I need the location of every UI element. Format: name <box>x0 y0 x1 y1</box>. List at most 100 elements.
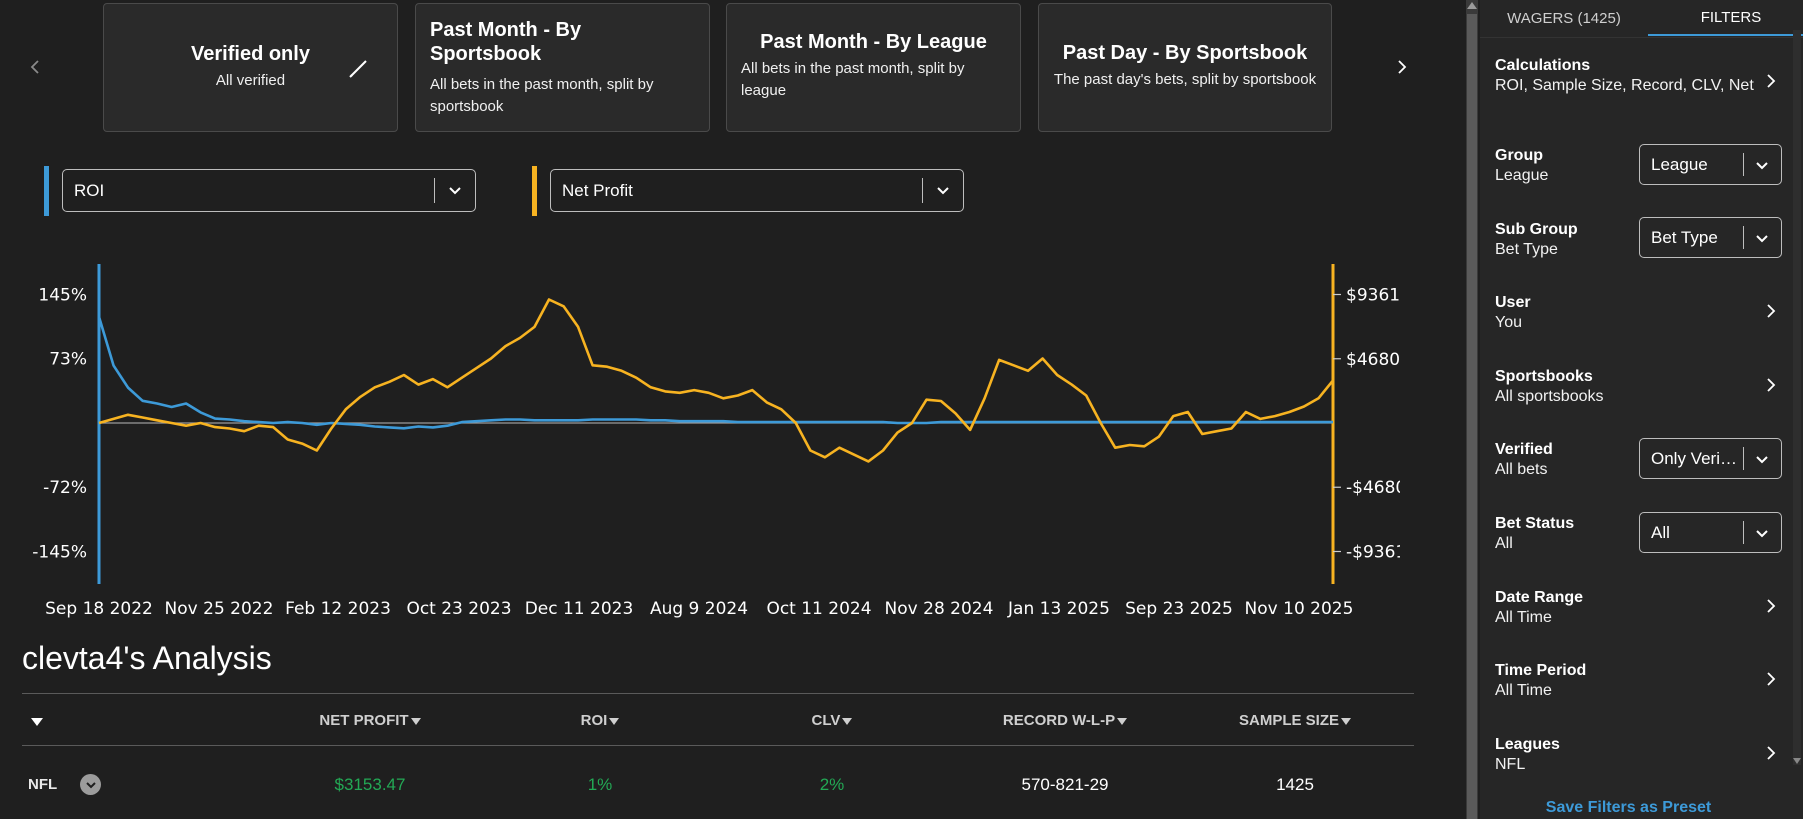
right-y-tick-label: $9361 <box>1346 286 1400 306</box>
column-header-record[interactable]: RECORD W-L-P <box>990 712 1140 729</box>
column-header-sample-size[interactable]: SAMPLE SIZE <box>1220 712 1370 729</box>
column-header-roi[interactable]: ROI <box>560 712 640 729</box>
preset-description: All verified <box>215 72 286 89</box>
filter-user[interactable]: User You <box>1495 293 1785 332</box>
preset-card-past-month-league[interactable]: Past Month - By League All bets in the p… <box>726 3 1021 132</box>
net-profit-series-indicator <box>532 166 537 216</box>
filter-value: NFL <box>1495 756 1526 773</box>
verified-select[interactable]: Only Verified <box>1639 438 1782 479</box>
expand-row-button[interactable] <box>80 774 101 795</box>
filter-date-range[interactable]: Date Range All Time <box>1495 588 1785 627</box>
left-metric-select[interactable]: ROI <box>62 169 476 212</box>
sort-caret-icon <box>410 717 421 725</box>
x-tick-label: Nov 28 2024 <box>885 599 994 619</box>
filter-value: All <box>1495 535 1513 552</box>
x-tick-label: Sep 18 2022 <box>45 599 153 619</box>
sort-caret-icon <box>842 717 853 725</box>
left-y-tick-label: -72% <box>43 478 87 498</box>
save-filters-preset-link[interactable]: Save Filters as Preset <box>1545 799 1712 816</box>
select-value: All <box>1651 522 1670 542</box>
x-tick-label: Nov 25 2022 <box>165 599 274 619</box>
x-tick-label: Dec 11 2023 <box>525 599 634 619</box>
scroll-up-icon[interactable] <box>1467 2 1477 9</box>
preset-description: The past day's bets, split by sportsbook <box>1053 71 1317 88</box>
preset-card-past-month-sportsbook[interactable]: Past Month - By Sportsbook All bets in t… <box>415 3 710 132</box>
chevron-down-icon <box>85 781 96 788</box>
select-divider <box>1743 153 1744 176</box>
filter-sub-group: Sub Group Bet Type <box>1495 220 1785 259</box>
select-divider <box>1743 447 1744 470</box>
group-select[interactable]: League <box>1639 144 1782 185</box>
filter-value: All sportsbooks <box>1495 388 1604 405</box>
cell-sample-size: 1425 <box>1276 775 1314 794</box>
roi-series-indicator <box>44 166 49 216</box>
filter-title: User <box>1495 294 1531 311</box>
select-value: Bet Type <box>1651 227 1718 247</box>
chevron-right-icon <box>1767 378 1776 392</box>
filter-value: ROI, Sample Size, Record, CLV, Net <box>1495 77 1754 94</box>
filter-value: Bet Type <box>1495 241 1558 258</box>
filter-title: Group <box>1495 147 1543 164</box>
main-scrollbar[interactable] <box>1466 0 1478 819</box>
chevron-right-icon <box>1767 746 1776 760</box>
row-sort-caret-icon[interactable] <box>31 718 43 726</box>
filter-value: You <box>1495 314 1522 331</box>
net-profit-series-line <box>98 298 1335 463</box>
select-divider <box>1743 226 1744 249</box>
tab-divider <box>1480 37 1803 38</box>
column-header-clv[interactable]: CLV <box>792 712 872 729</box>
filter-value: League <box>1495 167 1549 184</box>
left-y-tick-label: 145% <box>38 286 87 306</box>
tab-wagers[interactable]: WAGERS (1425) <box>1507 9 1621 27</box>
chevron-down-icon <box>1756 162 1768 170</box>
filter-leagues[interactable]: Leagues NFL <box>1495 735 1785 774</box>
chevron-down-icon <box>449 187 461 195</box>
filter-verified: Verified All bets <box>1495 440 1785 479</box>
preset-card-past-day-sportsbook[interactable]: Past Day - By Sportsbook The past day's … <box>1038 3 1332 132</box>
filter-title: Time Period <box>1495 662 1587 679</box>
filter-calculations[interactable]: Calculations ROI, Sample Size, Record, C… <box>1495 56 1785 95</box>
chevron-left-icon <box>30 60 39 74</box>
filter-value: All Time <box>1495 609 1552 626</box>
scroll-down-icon[interactable] <box>1793 758 1801 764</box>
preset-card-verified-only[interactable]: Verified only All verified <box>103 3 398 132</box>
left-y-tick-label: -145% <box>32 543 87 563</box>
cell-clv: 2% <box>819 775 845 794</box>
x-tick-label: Feb 12 2023 <box>285 599 391 619</box>
select-value: League <box>1651 154 1708 174</box>
right-metric-label: Net Profit <box>562 180 633 200</box>
sort-caret-icon <box>1117 717 1128 725</box>
filter-sportsbooks[interactable]: Sportsbooks All sportsbooks <box>1495 367 1785 406</box>
sub-group-select[interactable]: Bet Type <box>1639 217 1782 258</box>
preset-description: All bets in the past month, split by lea… <box>741 60 965 99</box>
left-metric-label: ROI <box>74 180 105 200</box>
chevron-down-icon <box>1756 456 1768 464</box>
column-header-net-profit[interactable]: NET PROFIT <box>305 712 435 729</box>
x-tick-label: Oct 23 2023 <box>406 599 511 619</box>
x-tick-label: Jan 13 2025 <box>1007 599 1110 619</box>
preset-title: Past Day - By Sportsbook <box>1062 42 1308 64</box>
filter-time-period[interactable]: Time Period All Time <box>1495 661 1785 700</box>
carousel-next-button[interactable] <box>1387 52 1417 82</box>
roi-series-line <box>97 316 1333 430</box>
chevron-right-icon <box>1767 672 1776 686</box>
preset-title: Past Month - By Sportsbook <box>430 19 582 65</box>
bet-status-select[interactable]: All <box>1639 512 1782 553</box>
chevron-right-icon <box>1767 304 1776 318</box>
chevron-down-icon <box>1756 530 1768 538</box>
filter-title: Calculations <box>1495 57 1591 74</box>
tab-filters[interactable]: FILTERS <box>1648 0 1803 36</box>
x-tick-label: Aug 9 2024 <box>650 599 748 619</box>
preset-description: All bets in the past month, split by spo… <box>430 76 654 115</box>
scrollbar-thumb[interactable] <box>1467 14 1477 819</box>
pencil-icon[interactable] <box>347 56 371 80</box>
roi-net-profit-chart: 145% 73% -72% -145% $9361 $4680 -$4680 -$9361 Se… <box>32 264 1400 619</box>
filters-panel-scrollbar[interactable] <box>1793 30 1801 765</box>
right-metric-select[interactable]: Net Profit <box>550 169 964 212</box>
filter-bet-status: Bet Status All <box>1495 514 1785 553</box>
right-y-tick-label: -$9361 <box>1346 543 1400 563</box>
x-tick-label: Oct 11 2024 <box>766 599 871 619</box>
table-top-rule <box>22 693 1414 694</box>
carousel-prev-button[interactable] <box>20 52 50 82</box>
chevron-down-icon <box>937 187 949 195</box>
